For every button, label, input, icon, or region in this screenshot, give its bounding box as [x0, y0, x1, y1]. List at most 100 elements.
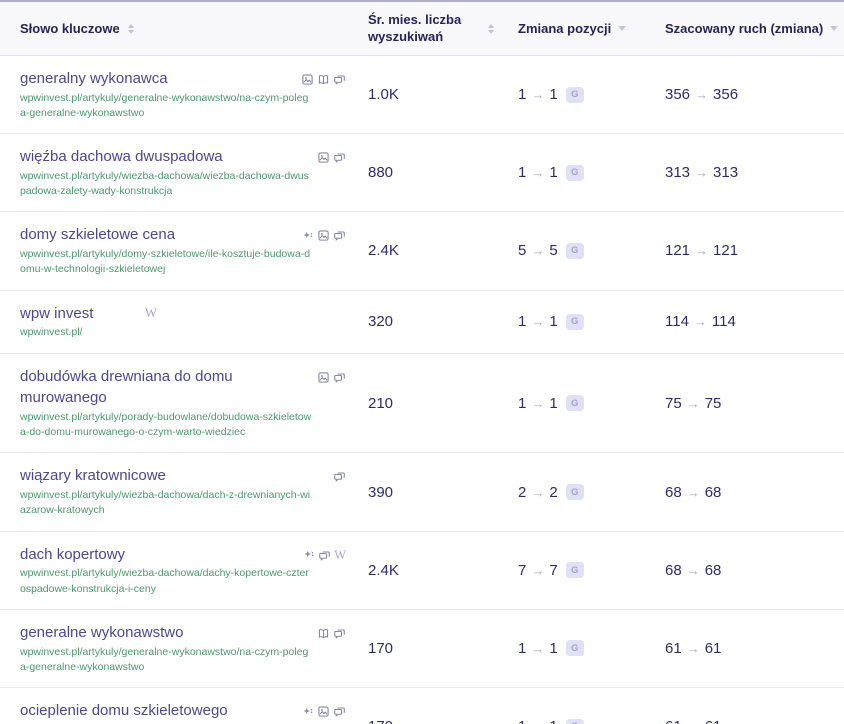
traffic-before: 114 [665, 313, 689, 331]
traffic-change: 68 → 68 [647, 532, 844, 609]
serp-feature-icons [317, 371, 346, 384]
traffic-after: 313 [713, 164, 739, 182]
arrow-icon: → [695, 87, 709, 103]
traffic-before: 61 [665, 639, 682, 657]
sort-icon[interactable] [127, 23, 134, 34]
keyword-link[interactable]: więźba dachowa dwuspadowa [20, 148, 223, 166]
table-row[interactable]: ocieplenie domu szkieletowego wpwinvest.… [0, 688, 844, 724]
keyword-link[interactable]: domy szkieletowe cena [20, 226, 176, 244]
serp-feature-icons [333, 470, 346, 483]
traffic-before: 61 [665, 718, 682, 724]
column-header-volume[interactable]: Śr. mies. liczba wyszukiwań [350, 2, 500, 55]
sort-down-icon[interactable] [830, 26, 839, 31]
keyword-url[interactable]: wpwinvest.pl/artykuly/wiezba-dachowa/dac… [20, 567, 309, 595]
position-after: 1 [549, 86, 558, 104]
column-label: Szacowany ruch (zmiana) [665, 21, 824, 36]
traffic-after: 356 [713, 86, 739, 104]
table-row[interactable]: dobudówka drewniana do domu murowanego w… [0, 353, 844, 454]
column-header-keyword[interactable]: Słowo kluczowe [0, 2, 350, 55]
position-before: 1 [518, 86, 527, 104]
traffic-change: 114 → 114 [647, 291, 844, 353]
discussions-icon [319, 551, 330, 561]
keyword-link[interactable]: generalny wykonawca [20, 70, 168, 87]
traffic-after: 114 [711, 313, 736, 331]
position-after: 1 [549, 313, 558, 331]
table-row[interactable]: więźba dachowa dwuspadowa wpwinvest.pl/a… [0, 134, 844, 213]
google-badge: G [565, 562, 584, 579]
keyword-link[interactable]: wpw invest [20, 304, 94, 322]
keyword-link[interactable]: generalne wykonawstwo [20, 623, 184, 641]
position-after: 7 [549, 561, 558, 579]
traffic-change: 313 → 313 [647, 134, 844, 211]
position-change: 1 → 1 G [500, 610, 647, 687]
column-header-position[interactable]: Zmiana pozycji [500, 2, 647, 55]
sort-down-icon[interactable] [618, 26, 627, 31]
arrow-icon: → [531, 719, 544, 724]
table-row[interactable]: dach kopertowy wpwinvest.pl/artykuly/wie… [0, 531, 844, 610]
keyword-cell: generalne wykonawstwo wpwinvest.pl/artyk… [0, 610, 350, 687]
position-change: 1 → 1 G [500, 291, 647, 353]
arrow-icon: → [531, 395, 545, 411]
search-volume: 170 [368, 639, 394, 657]
wikipedia-icon: W [334, 547, 346, 562]
arrow-icon: → [531, 314, 545, 330]
search-volume: 390 [368, 483, 394, 501]
keyword-url[interactable]: wpwinvest.pl/artykuly/generalne-wykonaws… [20, 645, 309, 673]
keyword-url[interactable]: wpwinvest.pl/artykuly/wiezba-dachowa/dac… [20, 489, 311, 517]
sort-icon[interactable] [488, 23, 494, 34]
google-badge: G [565, 86, 584, 103]
keyword-cell: ocieplenie domu szkieletowego wpwinvest.… [0, 688, 350, 724]
keyword-url[interactable]: wpwinvest.pl/artykuly/porady-budowlane/d… [20, 411, 312, 439]
keyword-url[interactable]: wpwinvest.pl/artykuly/domy-szkieletowe/i… [20, 248, 311, 276]
keyword-link[interactable]: wiązary kratownicowe [20, 467, 166, 485]
keyword-url[interactable]: wpwinvest.pl/ [20, 326, 83, 339]
position-change: 1 → 1 G [500, 688, 647, 724]
arrow-icon: → [686, 395, 700, 411]
google-badge: G [565, 484, 584, 501]
search-volume: 2.4K [368, 561, 399, 579]
traffic-before: 313 [665, 164, 691, 182]
traffic-before: 68 [665, 561, 682, 579]
keyword-url[interactable]: wpwinvest.pl/artykuly/generalne-wykonaws… [20, 91, 309, 119]
table-row[interactable]: generalny wykonawca wpwinvest.pl/artykul… [0, 56, 844, 135]
arrow-icon: → [686, 562, 700, 578]
keyword-cell: dach kopertowy wpwinvest.pl/artykuly/wie… [0, 532, 350, 609]
arrow-icon: → [531, 484, 545, 500]
traffic-after: 68 [704, 561, 722, 579]
table-row[interactable]: wpw invest wpwinvest.pl/ W 320 1 → 1 G 1… [0, 290, 844, 354]
position-change: 2 → 2 G [500, 453, 647, 530]
serp-feature-icons [302, 229, 346, 242]
wikipedia-icon: W [145, 305, 157, 320]
keyword-link[interactable]: ocieplenie domu szkieletowego [20, 702, 228, 720]
column-header-traffic[interactable]: Szacowany ruch (zmiana) [647, 2, 844, 55]
news-icon [318, 628, 329, 639]
table-row[interactable]: wiązary kratownicowe wpwinvest.pl/artyku… [0, 453, 844, 532]
position-before: 2 [518, 483, 527, 501]
keyword-link[interactable]: dach kopertowy [20, 545, 126, 563]
arrow-icon: → [693, 314, 707, 330]
keyword-link[interactable]: dobudówka drewniana do domu murowanego [20, 367, 233, 407]
traffic-change: 61 → 61 [647, 688, 844, 724]
google-badge: G [565, 395, 584, 411]
table-row[interactable]: domy szkieletowe cena wpwinvest.pl/artyk… [0, 212, 844, 291]
keyword-cell: dobudówka drewniana do domu murowanego w… [0, 354, 350, 453]
image-pack-icon [302, 74, 313, 85]
keyword-cell: wiązary kratownicowe wpwinvest.pl/artyku… [0, 453, 350, 530]
search-volume: 170 [350, 688, 500, 724]
traffic-before: 121 [665, 242, 691, 260]
position-before: 1 [518, 313, 527, 331]
traffic-after: 61 [704, 639, 722, 657]
image-pack-icon [318, 371, 329, 383]
search-volume: 2.4K [368, 242, 399, 260]
arrow-icon: → [686, 484, 700, 500]
arrow-icon: → [531, 640, 545, 656]
arrow-icon: → [531, 243, 545, 259]
traffic-change: 68 → 68 [647, 453, 844, 530]
arrow-icon: → [531, 562, 545, 578]
table-row[interactable]: generalne wykonawstwo wpwinvest.pl/artyk… [0, 609, 844, 689]
arrow-icon: → [686, 640, 700, 656]
position-before: 5 [518, 242, 527, 260]
ai-overview-icon [304, 550, 314, 558]
keyword-url[interactable]: wpwinvest.pl/artykuly/wiezba-dachowa/wie… [20, 169, 309, 198]
